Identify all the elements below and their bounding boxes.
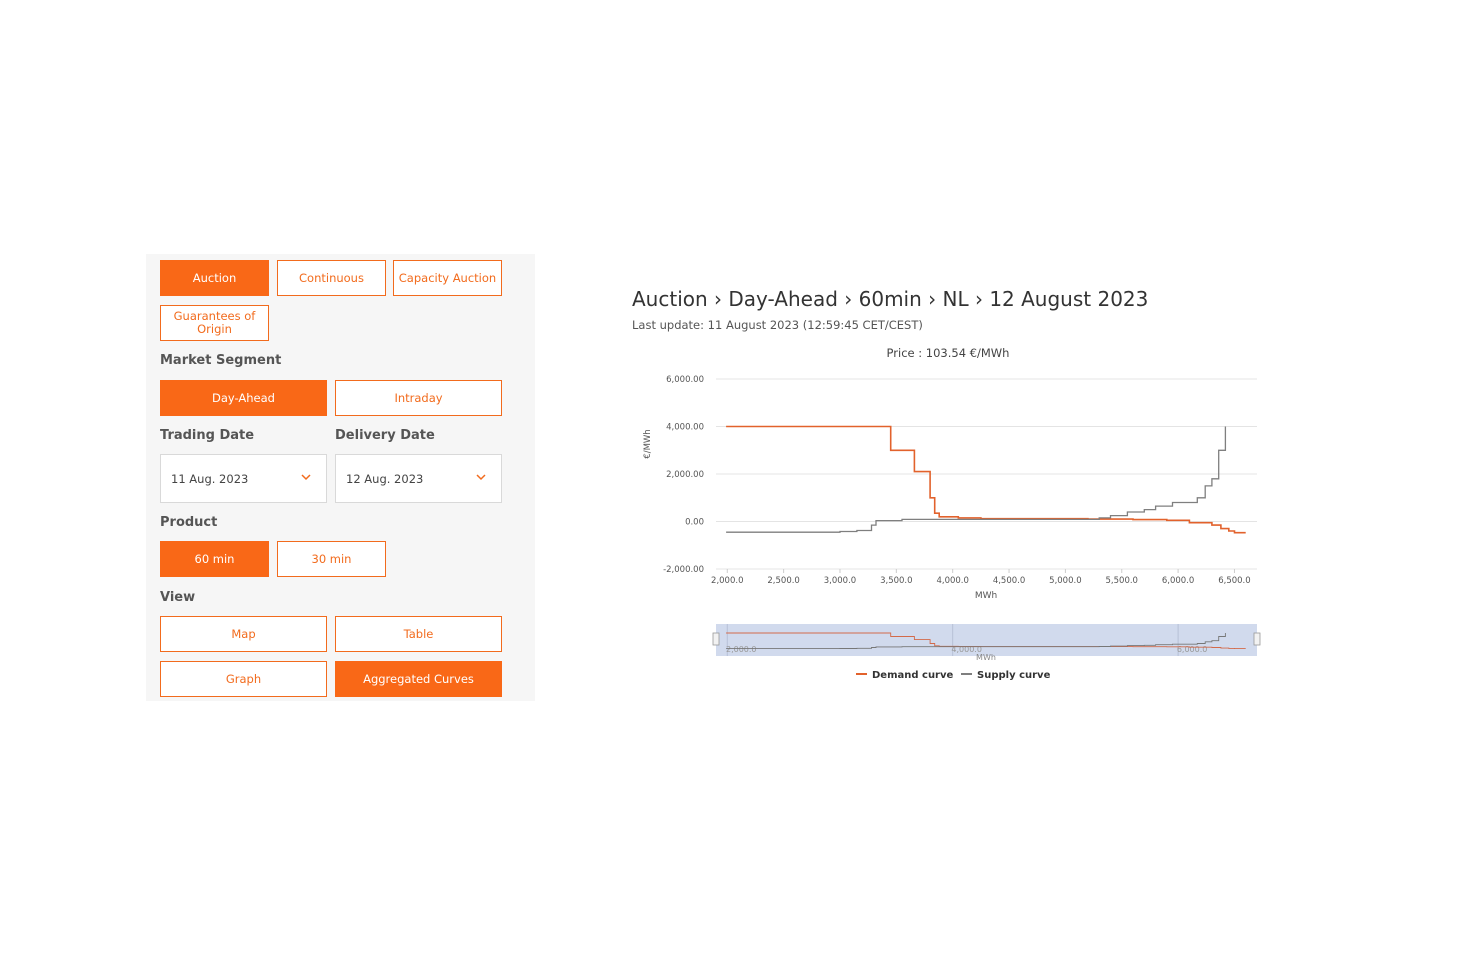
navigator-tick-label: 6,000.0 [1177,645,1208,654]
legend-demand-label: Demand curve [872,670,954,681]
x-tick-label: 4,000.0 [936,576,968,586]
view-table-button[interactable]: Table [335,616,502,652]
product-60min-button[interactable]: 60 min [160,541,269,577]
breadcrumb: Auction › Day-Ahead › 60min › NL › 12 Au… [632,287,1149,311]
x-tick-label: 2,500.0 [767,576,799,586]
x-tick-label: 5,500.0 [1106,576,1138,586]
view-map-button[interactable]: Map [160,616,327,652]
x-tick-label: 2,000.0 [711,576,743,586]
chart-title: Price : 103.54 €/MWh [887,346,1010,360]
y-tick-label: 0.00 [685,518,704,528]
navigator-right-handle[interactable] [1253,632,1261,646]
x-tick-label: 6,500.0 [1218,576,1250,586]
x-tick-label: 3,000.0 [824,576,856,586]
view-label: View [160,590,196,605]
x-tick-label: 5,000.0 [1049,576,1081,586]
x-axis-label: MWh [975,591,997,601]
navigator-background [716,624,1257,656]
range-navigator[interactable]: 2,000.0 4,000.0 6,000.0 MWh [712,624,1261,662]
delivery-date-select[interactable]: 12 Aug. 2023 [335,454,502,503]
navigator-supply-line [726,633,1226,650]
market-segment-label: Market Segment [160,353,282,368]
chevron-down-icon [301,474,311,481]
navigator-x-label: MWh [976,653,996,662]
navigator-tick-label: 2,000.0 [726,645,757,654]
y-axis-label: €/MWh [643,429,653,458]
delivery-date-label: Delivery Date [335,428,435,443]
y-tick-label: 2,000.00 [666,470,704,480]
tab-guarantees-of-origin[interactable]: Guarantees of Origin [160,305,269,341]
chevron-down-icon [476,474,486,481]
tab-auction[interactable]: Auction [160,260,269,296]
legend-item-supply[interactable]: Supply curve [961,670,1051,681]
navigator-left-handle[interactable] [712,632,720,646]
y-gridlines [716,378,1257,570]
delivery-date-value: 12 Aug. 2023 [346,471,424,486]
legend-item-demand[interactable]: Demand curve [856,670,954,681]
demand-curve-line [726,425,1246,534]
tab-capacity-auction[interactable]: Capacity Auction [393,260,502,296]
x-tick-labels: 2,000.0 2,500.0 3,000.0 3,500.0 4,000.0 4,500… [711,569,1251,586]
view-aggregated-curves-button[interactable]: Aggregated Curves [335,661,502,697]
legend: Demand curve Supply curve [856,670,1051,681]
last-update-text: Last update: 11 August 2023 (12:59:45 CE… [632,318,923,332]
product-label: Product [160,515,218,530]
legend-supply-label: Supply curve [977,670,1051,681]
supply-curve-line [726,426,1227,533]
trading-date-select[interactable]: 11 Aug. 2023 [160,454,327,503]
tab-continuous[interactable]: Continuous [277,260,386,296]
x-tick-label: 3,500.0 [880,576,912,586]
navigator-tick-labels: 2,000.0 4,000.0 6,000.0 [726,624,1207,656]
trading-date-value: 11 Aug. 2023 [171,471,249,486]
segment-day-ahead-button[interactable]: Day-Ahead [160,380,327,416]
y-tick-label: 6,000.00 [666,375,704,385]
segment-intraday-button[interactable]: Intraday [335,380,502,416]
y-tick-label: -2,000.00 [663,565,704,575]
trading-date-label: Trading Date [160,428,255,443]
x-tick-label: 4,500.0 [993,576,1025,586]
x-tick-label: 6,000.0 [1162,576,1194,586]
aggregated-curves-chart: Price : 103.54 €/MWh 6,000.00 4,000.00 2,0… [643,346,1261,681]
product-30min-button[interactable]: 30 min [277,541,386,577]
navigator-tick-label: 4,000.0 [951,645,982,654]
filter-panel: Auction Continuous Capacity Auction Guar… [146,254,535,701]
y-tick-label: 4,000.00 [666,423,704,433]
view-graph-button[interactable]: Graph [160,661,327,697]
y-tick-labels: 6,000.00 4,000.00 2,000.00 0.00 -2,000.00 [663,375,704,575]
